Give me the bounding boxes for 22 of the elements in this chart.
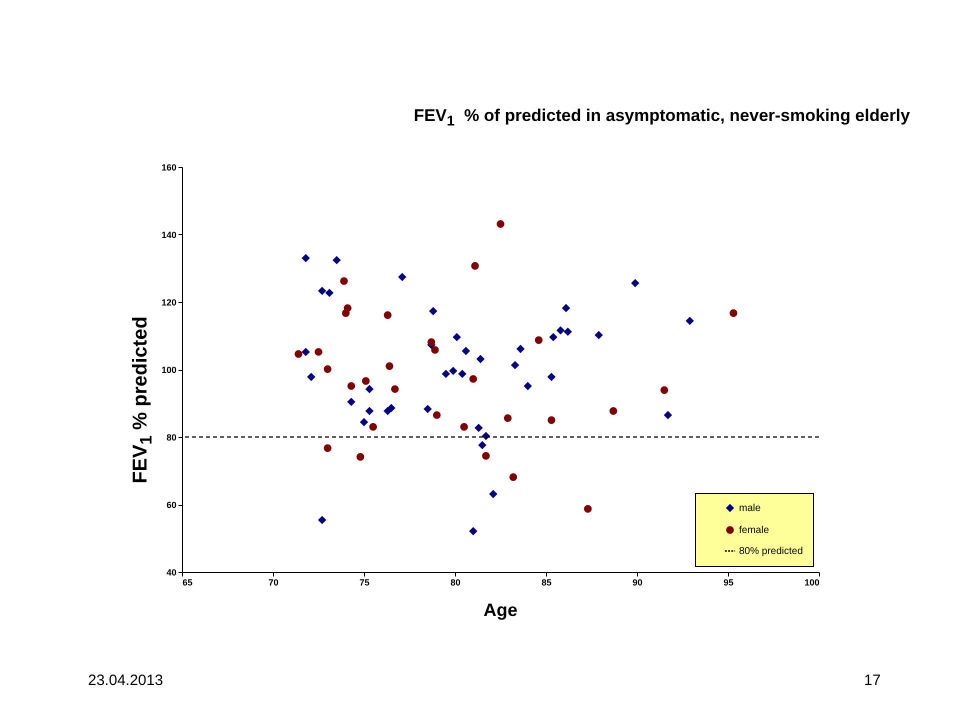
y-tick-label: 160 [161,162,176,172]
x-tick-label: 95 [723,578,734,588]
x-axis-title: Age [482,600,518,621]
y-tick-label: 100 [161,365,176,375]
legend-label: 80% predicted [739,546,803,557]
x-tick-label: 100 [804,578,820,588]
legend-label: male [739,503,762,514]
y-tick-label: 140 [161,230,176,240]
x-tick-label: 90 [632,578,643,588]
y-tick-label: 120 [161,298,176,308]
y-tick-label: 60 [166,500,176,510]
x-tick-label: 80 [450,578,461,588]
chart-title: FEV$_{1}$ % of predicted in asymptomatic, never-smoking elderly [412,106,910,130]
text: 23.04.2013 [88,672,164,689]
x-tick-label: 85 [541,578,552,588]
x-tick-label: 70 [268,578,279,588]
legend-label: female [739,525,770,536]
y-tick-label: 80 [166,432,176,442]
x-tick-label: 75 [359,578,370,588]
text: 17 [864,672,881,689]
y-tick-label: 40 [166,568,176,578]
x-tick-label: 65 [182,578,193,588]
